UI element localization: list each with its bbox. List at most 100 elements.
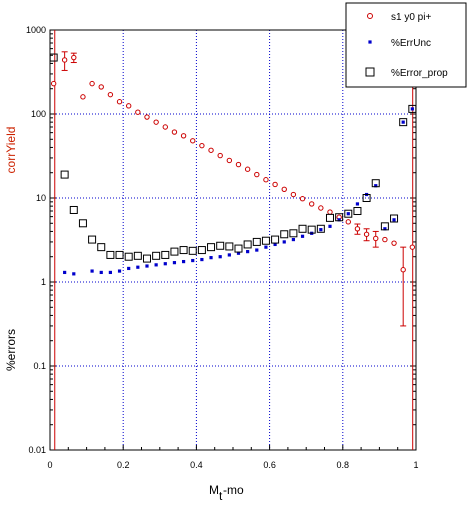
yield-point: [153, 119, 159, 125]
yield-point: [61, 57, 68, 63]
errunc-point: [401, 120, 405, 124]
errprop-point: [97, 243, 106, 252]
yield-point: [281, 186, 287, 192]
errprop-point: [142, 254, 151, 263]
legend-marker-errunc: [368, 40, 372, 44]
errprop-point: [78, 219, 87, 228]
yield-point: [363, 231, 370, 237]
errprop-point: [225, 242, 234, 251]
errprop-point: [408, 104, 417, 113]
errunc-point: [264, 245, 268, 249]
y-tick-label: 0.1: [33, 361, 46, 371]
yield-point: [272, 181, 278, 188]
yield-point: [171, 129, 178, 135]
errunc-point: [273, 242, 277, 247]
errunc-point: [383, 227, 387, 231]
errunc-point: [374, 184, 378, 188]
yield-point: [80, 94, 86, 100]
yield-point: [290, 191, 297, 198]
yield-point: [162, 124, 168, 130]
errprop-point: [88, 235, 97, 244]
errunc-point: [127, 266, 131, 271]
grid-lines: [50, 30, 416, 450]
y-tick-label: 0.01: [28, 445, 46, 455]
errunc-point: [246, 250, 250, 254]
yield-point: [327, 209, 333, 215]
errunc-point: [319, 228, 323, 232]
errunc-point: [200, 257, 204, 262]
errunc-point: [282, 240, 286, 244]
errunc-point: [346, 212, 350, 216]
errunc-point: [392, 218, 396, 222]
errprop-point: [179, 246, 188, 255]
y-tick-label: 100: [31, 109, 46, 119]
errprop-point: [307, 225, 316, 234]
x-axis-label-sub: t: [219, 489, 223, 503]
errprop-point: [261, 236, 270, 245]
errprop-point: [216, 241, 225, 250]
errprop-point: [106, 250, 115, 259]
yield-point: [409, 244, 416, 250]
yield-point: [50, 80, 57, 87]
data-marks: [49, 30, 417, 450]
errprop-point: [69, 205, 78, 214]
errprop-point: [380, 222, 389, 231]
errunc-point: [291, 237, 295, 242]
yield-point: [235, 161, 242, 168]
x-tick-label: 0.4: [190, 460, 203, 470]
errprop-point: [390, 214, 399, 223]
errprop-point: [289, 229, 298, 238]
errunc-point: [300, 234, 305, 238]
errunc-point: [145, 264, 149, 268]
errunc-point: [227, 253, 231, 257]
yield-point: [180, 133, 187, 139]
errprop-point: [234, 244, 243, 253]
yield-point: [116, 99, 123, 105]
errprop-point: [335, 213, 344, 222]
errprop-point: [207, 243, 216, 252]
errprop-point: [197, 246, 206, 255]
axis-ticks: 0 0.2 0.4 0.6 0.8 1 0.01 0.1 1 10 100 1000: [26, 25, 419, 470]
errunc-point: [209, 256, 213, 260]
errunc-point: [410, 107, 414, 111]
errunc-point: [191, 258, 195, 263]
errprop-point: [371, 179, 380, 188]
x-tick-label: 1: [413, 460, 418, 470]
errunc-point: [218, 255, 222, 259]
errunc-point: [236, 251, 241, 255]
x-tick-label: 0.8: [337, 460, 350, 470]
x-axis-label: M t -mo: [209, 483, 244, 503]
errunc-point: [90, 269, 94, 273]
yield-point: [373, 235, 379, 242]
yield-point: [226, 157, 233, 164]
errprop-point: [399, 118, 408, 127]
errprop-point: [188, 246, 197, 255]
yield-point: [345, 219, 351, 225]
yield-point: [135, 109, 141, 115]
yield-point: [208, 147, 214, 153]
legend-marker-yield: [367, 13, 373, 19]
errunc-point: [117, 269, 122, 273]
errunc-point: [337, 218, 341, 222]
errprop-point: [325, 213, 334, 222]
yield-point: [144, 114, 150, 120]
errprop-point: [152, 251, 161, 260]
errunc-point: [63, 270, 67, 275]
yield-point: [263, 177, 269, 183]
legend-label: %Error_prop: [391, 68, 448, 79]
errunc-point: [163, 262, 167, 266]
errunc-point: [72, 272, 76, 276]
errprop-point: [170, 247, 179, 256]
yield-point: [125, 103, 132, 109]
x-axis-label-suffix: -mo: [223, 483, 244, 497]
yield-point: [382, 236, 388, 243]
yield-point: [391, 240, 397, 246]
y-tick-label: 10: [36, 193, 46, 203]
y-tick-label: 1000: [26, 25, 46, 35]
yield-point: [400, 267, 406, 273]
y-axis-label-top: corrYield: [4, 127, 18, 174]
errprop-point: [252, 237, 261, 246]
errprop-point: [344, 209, 353, 218]
x-tick-label: 0: [47, 460, 52, 470]
